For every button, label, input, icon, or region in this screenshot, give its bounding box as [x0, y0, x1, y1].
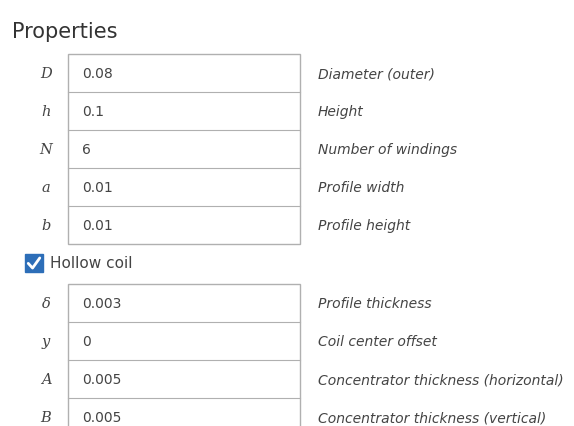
Bar [68, 55, 300, 245]
Text: N: N [40, 143, 52, 157]
Text: h: h [41, 105, 51, 119]
Text: B: B [41, 410, 52, 424]
Text: Height: Height [318, 105, 364, 119]
Text: Number of windings: Number of windings [318, 143, 457, 157]
Text: Profile thickness: Profile thickness [318, 296, 432, 310]
Text: 0.005: 0.005 [82, 410, 121, 424]
Text: A: A [41, 372, 51, 386]
Text: 0.01: 0.01 [82, 219, 113, 233]
Text: Concentrator thickness (vertical): Concentrator thickness (vertical) [318, 410, 546, 424]
Text: 0.1: 0.1 [82, 105, 104, 119]
Text: δ: δ [42, 296, 51, 310]
Text: Concentrator thickness (horizontal): Concentrator thickness (horizontal) [318, 372, 564, 386]
Text: 6: 6 [82, 143, 91, 157]
Text: Profile height: Profile height [318, 219, 410, 233]
Text: y: y [42, 334, 50, 348]
Text: Profile width: Profile width [318, 181, 404, 195]
Text: 0.005: 0.005 [82, 372, 121, 386]
Text: D: D [40, 67, 52, 81]
Text: a: a [42, 181, 51, 195]
Text: 0.08: 0.08 [82, 67, 113, 81]
Bar [25, 254, 43, 272]
Text: 0.01: 0.01 [82, 181, 113, 195]
Text: Hollow coil: Hollow coil [50, 256, 133, 271]
Bar [68, 284, 300, 426]
Text: Properties: Properties [12, 22, 118, 42]
Text: 0: 0 [82, 334, 91, 348]
Text: Coil center offset: Coil center offset [318, 334, 437, 348]
Text: b: b [41, 219, 51, 233]
Text: 0.003: 0.003 [82, 296, 121, 310]
Text: Diameter (outer): Diameter (outer) [318, 67, 435, 81]
